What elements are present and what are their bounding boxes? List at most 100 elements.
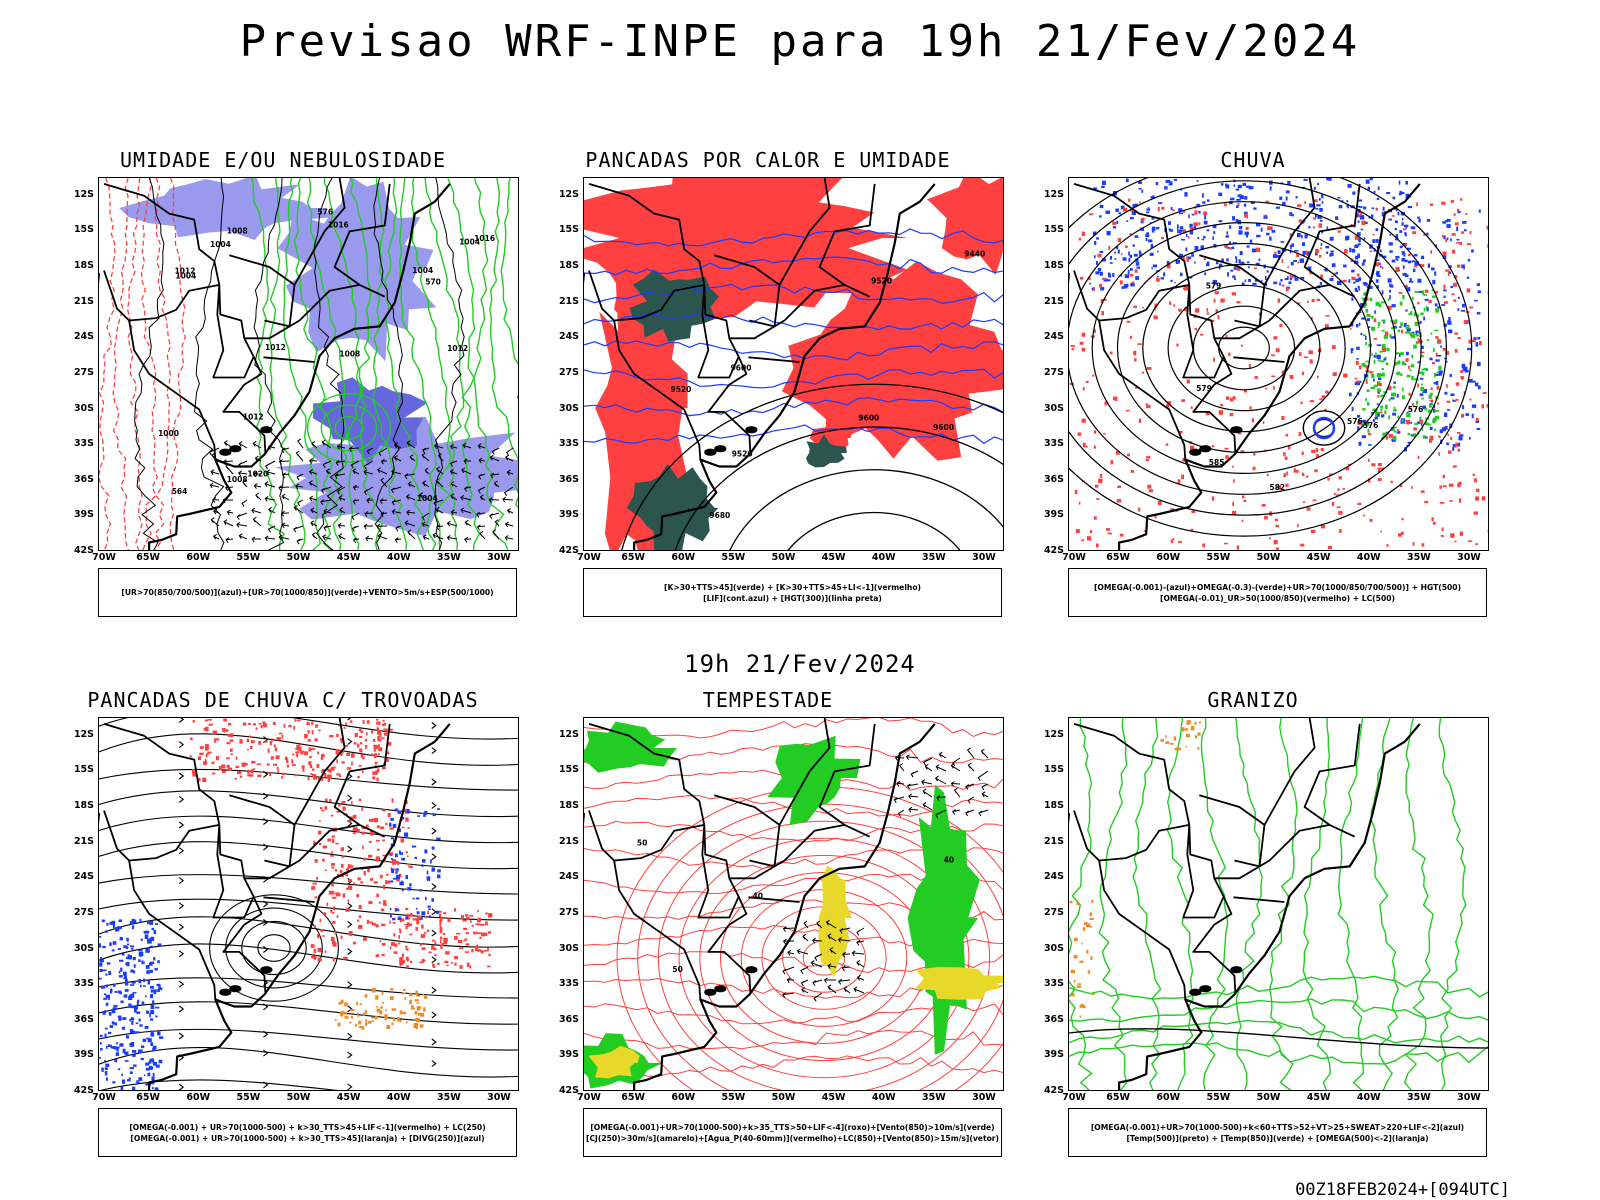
legend-line: [CJ(250)>30m/s](amarelo)+[Agua_P(40-60mm… (585, 1133, 1000, 1143)
humidity-mid-level-area (119, 178, 333, 240)
contour-label: 576 (1408, 405, 1424, 414)
longitude-tick-label: 60W (671, 552, 696, 563)
longitude-tick-label: 35W (921, 552, 946, 563)
latitude-tick-label: 15S (558, 764, 579, 776)
political-border (1199, 718, 1316, 826)
longitude-tick-label: 35W (921, 1092, 946, 1103)
longitude-tick-label: 70W (1062, 552, 1086, 563)
political-border (229, 178, 346, 286)
political-border (749, 824, 781, 868)
contour-label: 50 (672, 965, 682, 974)
atlantic-coastline (633, 723, 936, 1090)
contour-label: 9520 (732, 450, 753, 459)
contour-label: 1004 (210, 240, 231, 249)
political-border (714, 178, 831, 286)
longitude-tick-label: 60W (1156, 552, 1181, 563)
contour-label: 9680 (709, 511, 730, 520)
lake (704, 988, 717, 996)
political-border (1199, 178, 1316, 286)
contour-label: 1004 (175, 271, 196, 280)
longitude-tick-label: 60W (186, 1092, 211, 1103)
map-canvas (99, 718, 518, 1090)
latitude-tick-label: 15S (73, 224, 94, 236)
latitude-tick-label: 39S (558, 509, 579, 521)
wind-850hpa-strong-area (767, 735, 861, 826)
longitude-tick-label: 70W (577, 1092, 601, 1103)
legend-box: [OMEGA(-0.001) + UR>70(1000-500) + k>30_… (98, 1108, 517, 1157)
panel-title: GRANIZO (1207, 688, 1299, 712)
political-border (1233, 896, 1285, 903)
map-frame: 585 582 579 576 576 579 576 (1068, 177, 1489, 551)
political-border (588, 810, 705, 862)
latitude-tick-label: 27S (558, 906, 579, 918)
latitude-tick-label: 24S (558, 331, 579, 343)
political-border (244, 284, 386, 340)
panel-title: PANCADAS DE CHUVA C/ TROVOADAS (87, 688, 479, 712)
latitude-tick-label: 39S (73, 1049, 94, 1061)
latitude-tick-label: 18S (1043, 800, 1064, 812)
contour-label: 1020 (247, 469, 268, 478)
contour-label: 1012 (175, 266, 196, 275)
latitude-tick-label: 15S (73, 764, 94, 776)
geopotential-300hpa-contours (621, 383, 1003, 550)
longitude-tick-label: 30W (1457, 552, 1481, 563)
political-border (128, 860, 217, 1000)
longitude-tick-label: 60W (1156, 1092, 1181, 1103)
map-canvas: 9680 9600 9600 9520 9600 9520 9520 9440 (584, 178, 1003, 550)
legend-line: [LIF](cont.azul) + [HGT(300)](linha pret… (703, 593, 882, 603)
latitude-tick-label: 42S (558, 545, 579, 556)
map-frame (1068, 717, 1489, 1091)
convective-instability-area (781, 261, 1003, 461)
humidity-mid-level-area (277, 178, 437, 362)
latitude-tick-label: 24S (73, 331, 94, 343)
legend-line: [UR>70(850/700/500)](azul)+[UR>70(1000/8… (121, 588, 494, 597)
political-border (1073, 183, 1191, 286)
latitude-tick-label: 27S (1043, 366, 1064, 378)
longitude-tick-label: 50W (1256, 1092, 1281, 1103)
atlantic-coastline (633, 183, 936, 550)
latitude-tick-label: 12S (1043, 188, 1064, 200)
latitude-tick-label: 39S (558, 1049, 579, 1061)
contour-label: 9440 (964, 250, 985, 259)
political-border (1188, 824, 1237, 994)
longitude-tick-label: 40W (1356, 1092, 1381, 1103)
latitude-tick-label: 21S (1043, 835, 1064, 847)
political-border (748, 356, 800, 363)
political-border (1303, 723, 1361, 826)
wind-streamlines-250hpa (99, 718, 518, 1090)
political-border (1303, 183, 1361, 286)
latitude-tick-label: 36S (558, 1013, 579, 1025)
contour-label: 1008 (227, 226, 248, 235)
latitude-tick-label: 18S (558, 800, 579, 812)
latitude-tick-label: 30S (73, 942, 94, 954)
longitude-tick-label: 65W (1106, 552, 1130, 563)
latitude-tick-label: 21S (558, 835, 579, 847)
jet-stream-area (588, 1045, 640, 1079)
lake (229, 985, 242, 993)
longitude-tick-label: 50W (286, 552, 311, 563)
longitude-tick-label: 30W (487, 552, 511, 563)
political-border (1098, 860, 1187, 1000)
longitude-tick-label: 40W (386, 1092, 411, 1103)
contour-label: 1000 (158, 429, 179, 438)
map-frame: 1004 1012 1012 1004 1000 1004 1008 1008 1012 1004… (98, 177, 519, 551)
latitude-tick-label: 24S (558, 871, 579, 883)
political-border (1214, 284, 1356, 340)
political-border (703, 824, 752, 994)
panel-granizo: GRANIZO 12S 15S 18S 21S 24S 27S 30S 33S 36S 39S 42S… (1018, 688, 1489, 1168)
longitude-tick-label: 70W (92, 552, 116, 563)
contour-label: 1008 (339, 349, 360, 358)
latitude-tick-label: 30S (558, 942, 579, 954)
contour-label: 1016 (474, 234, 495, 243)
contour-label: 576 (1363, 421, 1379, 430)
contour-label: 40 (944, 856, 954, 865)
latitude-tick-label: 21S (558, 295, 579, 307)
legend-line: [OMEGA(-0.001)+UR>70(1000-500)+k>35_TTS>… (590, 1122, 995, 1132)
contour-label: 564 (172, 487, 188, 496)
political-border (1073, 810, 1190, 862)
contour-label: 576 (1347, 417, 1363, 426)
geography-outline (1069, 718, 1421, 1090)
longitude-tick-label: 65W (621, 1092, 645, 1103)
longitude-tick-label: 30W (487, 1092, 511, 1103)
latitude-tick-label: 30S (1043, 402, 1064, 414)
